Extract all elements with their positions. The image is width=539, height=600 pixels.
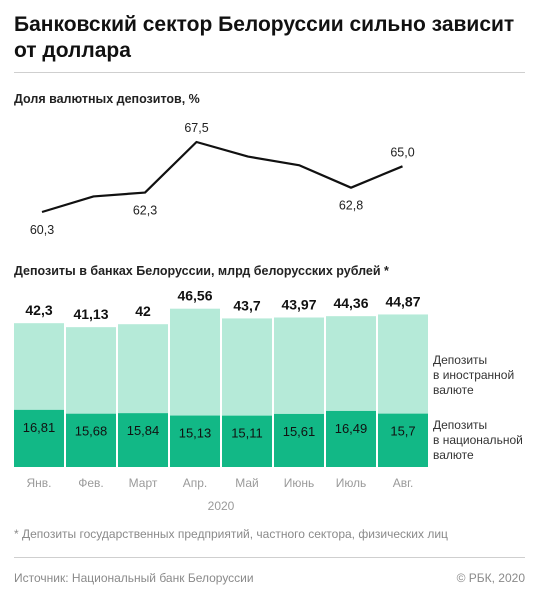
bar-national	[14, 409, 64, 467]
line-point-label: 67,5	[184, 121, 208, 135]
stacked-bar-chart: 42,3 16,81 Янв. 41,13 15,68 Фев. 42 15,84 Март 46…	[14, 288, 523, 513]
x-tick-label: Янв.	[26, 476, 51, 490]
bar-total-label: 44,36	[333, 295, 368, 311]
bar-foreign	[222, 318, 272, 416]
copyright: © РБК, 2020	[456, 571, 525, 585]
footnote: * Депозиты государственных предприятий, …	[14, 527, 448, 541]
bar-national	[222, 415, 272, 467]
x-tick-label: Март	[129, 476, 158, 490]
x-tick-label: Июль	[336, 476, 367, 490]
bar-national-label: 16,49	[335, 421, 368, 436]
x-tick-label: Май	[235, 476, 259, 490]
bar-total-label: 41,13	[73, 306, 108, 322]
bar-foreign	[274, 317, 324, 414]
bar-national-label: 15,61	[283, 424, 316, 439]
bar-national	[66, 413, 116, 467]
line-chart-title: Доля валютных депозитов, %	[14, 92, 200, 106]
line-series	[41, 140, 403, 214]
bar-national-label: 16,81	[23, 420, 56, 435]
bar-national	[326, 410, 376, 467]
x-tick-label: Фев.	[78, 476, 104, 490]
bar-national-label: 15,13	[179, 426, 212, 441]
chart-title: Банковский сектор Белоруссии сильно зави…	[14, 13, 515, 62]
bar-total-label: 44,87	[385, 293, 420, 309]
legend-national: Депозиты в национальной валюте	[433, 418, 523, 462]
bar-foreign	[66, 327, 116, 414]
bar-foreign	[118, 324, 168, 414]
bar-national	[378, 413, 428, 467]
bar-foreign	[14, 323, 64, 410]
source-note: Источник: Национальный банк Белоруссии	[14, 571, 254, 585]
bar-total-label: 43,7	[233, 297, 260, 313]
line-point-label: 60,3	[30, 223, 54, 237]
bar-chart-title: Депозиты в банках Белоруссии, млрд белор…	[14, 264, 389, 278]
bar-national	[274, 413, 324, 467]
bar-total-label: 43,97	[281, 297, 316, 313]
bar-national	[170, 415, 220, 467]
line-point-label: 62,8	[339, 199, 363, 213]
line-chart: 60,3 62,3 67,5 62,8 65,0	[30, 121, 415, 237]
x-axis-label: 2020	[208, 499, 235, 513]
line-point-label: 62,3	[133, 204, 157, 218]
bar-total-label: 46,56	[177, 288, 212, 304]
bar-national-label: 15,11	[231, 426, 263, 441]
bar-foreign	[170, 308, 220, 416]
bar-national-label: 15,68	[75, 424, 108, 439]
x-tick-label: Авг.	[393, 476, 414, 490]
bar-foreign	[378, 314, 428, 414]
bar-total-label: 42,3	[25, 302, 52, 318]
bar-national-label: 15,84	[127, 423, 160, 438]
bar-total-label: 42	[135, 303, 151, 319]
bar-national	[118, 413, 168, 467]
bar-national-label: 15,7	[390, 424, 415, 439]
divider	[14, 557, 525, 558]
legend-foreign: Депозиты в иностранной валюте	[433, 353, 514, 397]
x-tick-label: Июнь	[284, 476, 315, 490]
line-point-label: 65,0	[390, 145, 414, 159]
bar-foreign	[326, 316, 376, 411]
x-tick-label: Апр.	[183, 476, 208, 490]
divider	[14, 72, 525, 73]
